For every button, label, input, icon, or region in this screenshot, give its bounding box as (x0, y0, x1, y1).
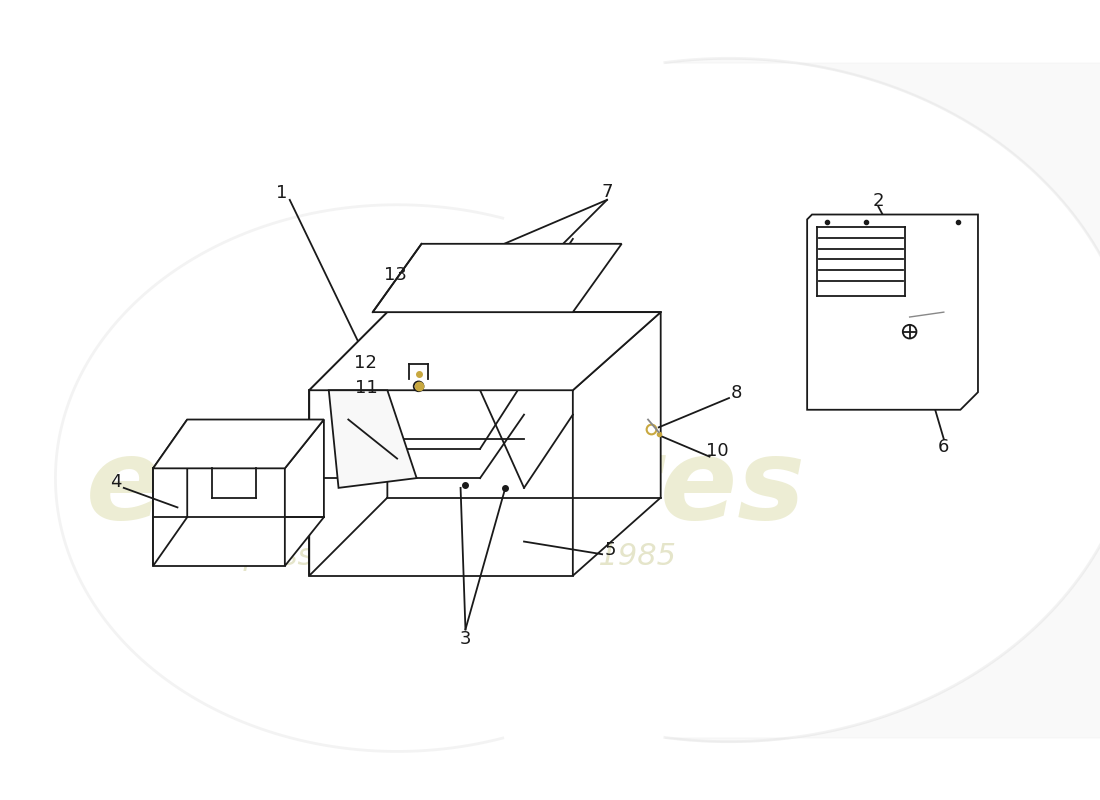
Text: 12: 12 (354, 354, 377, 372)
Polygon shape (309, 390, 573, 576)
Polygon shape (153, 419, 323, 468)
Text: 11: 11 (354, 379, 377, 398)
Polygon shape (329, 390, 417, 488)
Text: 5: 5 (604, 542, 616, 559)
Text: 8: 8 (732, 384, 742, 402)
Polygon shape (153, 468, 285, 566)
Text: a passion for parts since 1985: a passion for parts since 1985 (216, 542, 676, 570)
Text: 3: 3 (460, 630, 471, 648)
Polygon shape (309, 312, 387, 576)
Polygon shape (285, 419, 323, 566)
Text: 13: 13 (384, 266, 407, 284)
Polygon shape (807, 214, 978, 410)
Polygon shape (153, 419, 187, 566)
Text: 1: 1 (276, 184, 287, 202)
Polygon shape (309, 312, 661, 390)
Text: eurospares: eurospares (86, 432, 806, 543)
Polygon shape (373, 244, 622, 312)
Text: 10: 10 (706, 442, 728, 460)
Text: 4: 4 (110, 473, 122, 491)
Text: 7: 7 (602, 183, 613, 201)
Polygon shape (573, 312, 661, 576)
Text: 2: 2 (872, 192, 884, 210)
Text: 6: 6 (938, 438, 949, 456)
